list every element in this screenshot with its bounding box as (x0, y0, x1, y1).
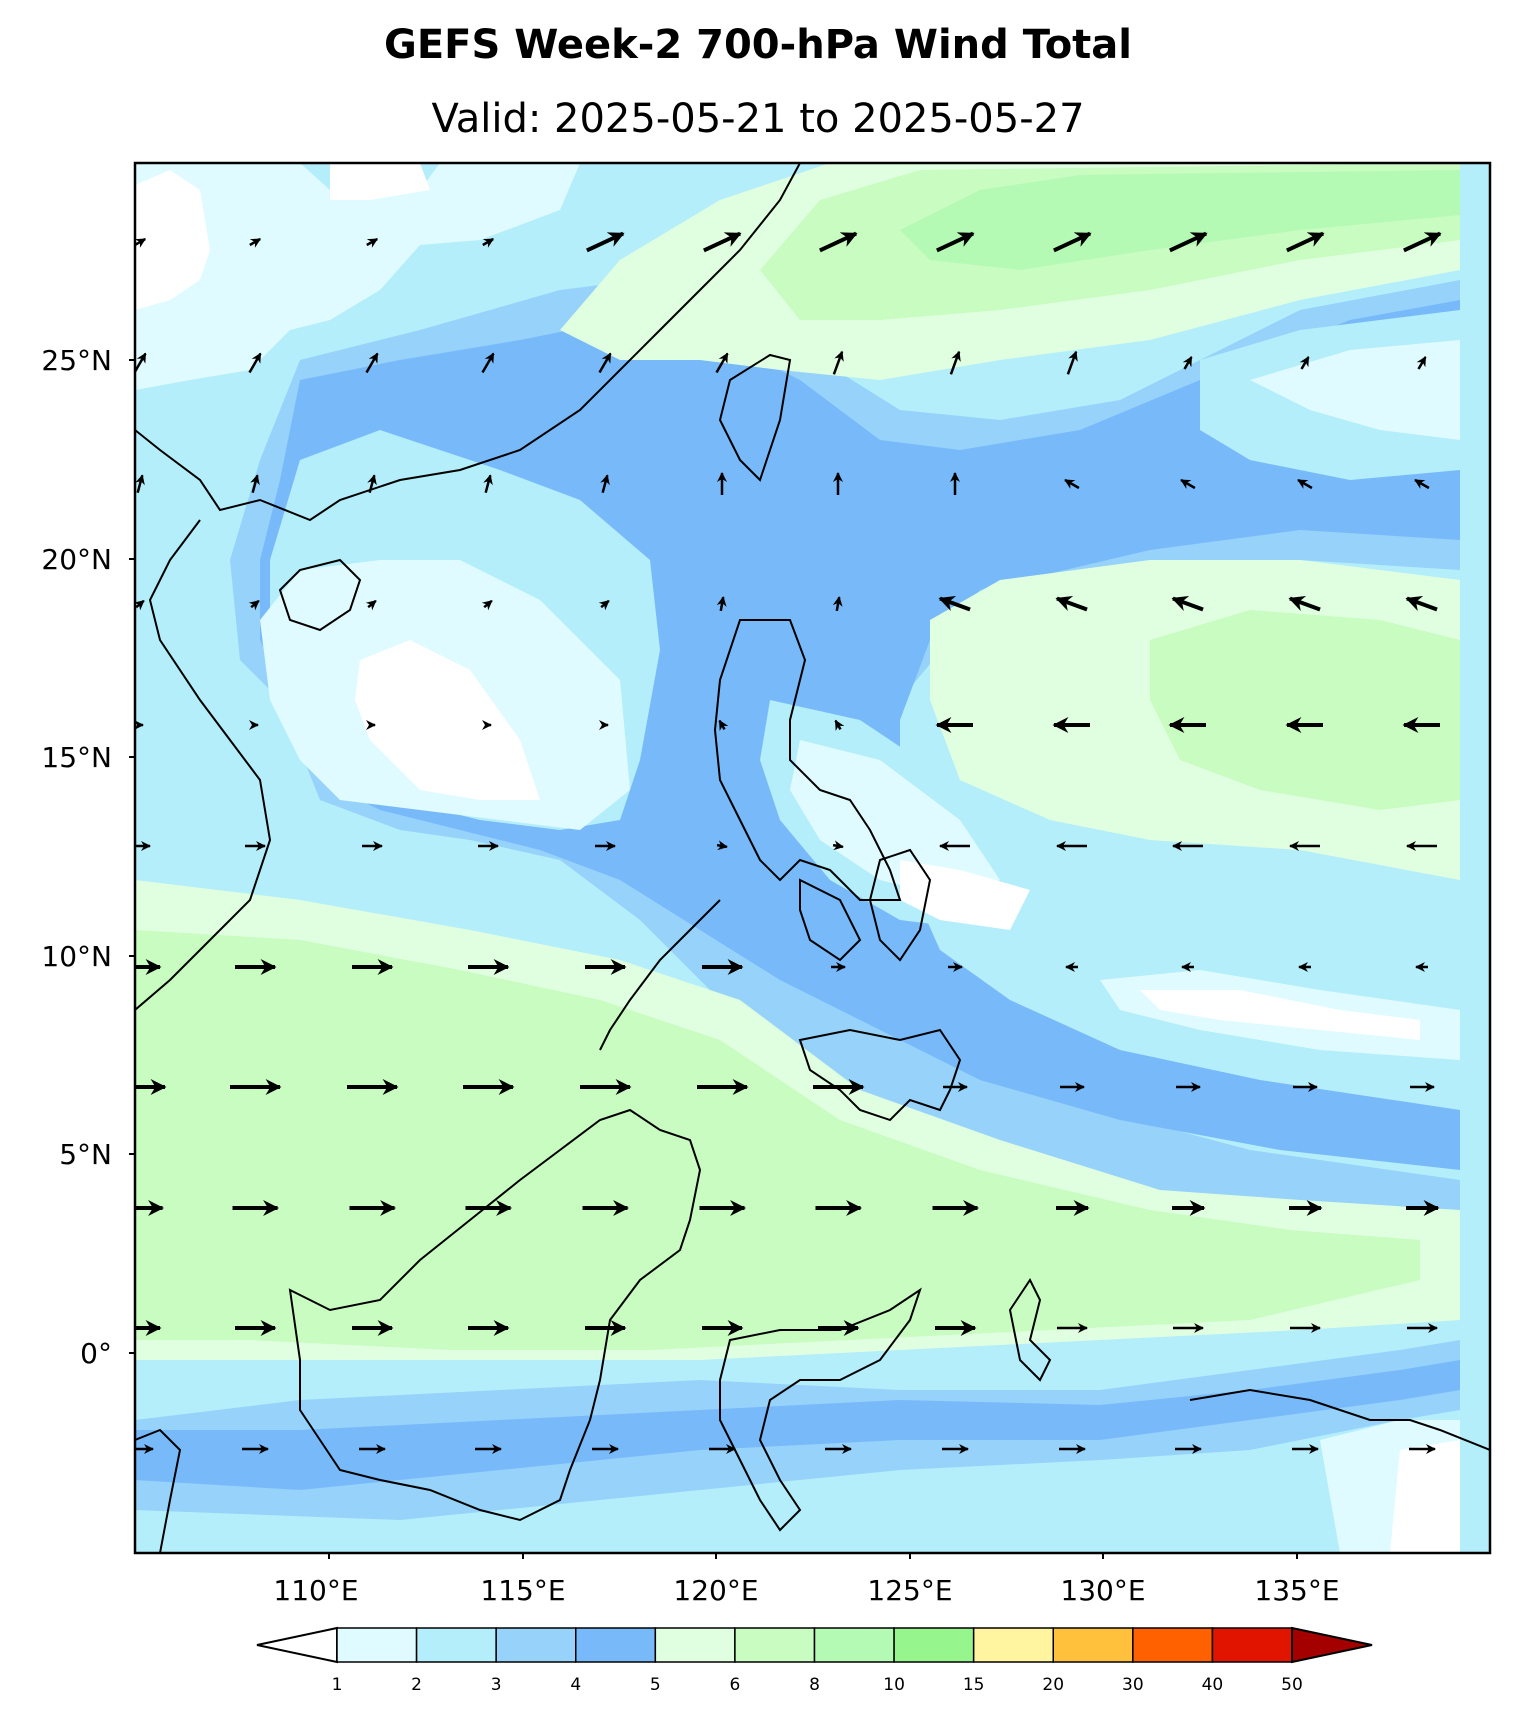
lon-label: 110°E (273, 1574, 358, 1607)
wind-vector-arrow (481, 352, 495, 374)
wind-vector-arrow (832, 840, 844, 851)
wind-vector-arrow (1180, 478, 1196, 490)
wind-vector-arrow (1416, 356, 1427, 370)
wind-vector-arrow (365, 599, 377, 611)
colorbar-level-label: 8 (809, 1675, 820, 1695)
wind-vector-arrow (483, 474, 493, 494)
wind-vector-arrow (598, 352, 612, 374)
wind-vector-arrow (703, 231, 742, 253)
lat-label: 5°N (59, 1138, 112, 1171)
wind-vector-arrow (1414, 478, 1430, 490)
colorbar: 1 2 3 4 5 6 8 10 15 20 30 40 50 (256, 1626, 1373, 1695)
wind-vector-arrow (936, 231, 975, 253)
map-frame (133, 161, 1492, 1555)
lat-label: 10°N (41, 940, 112, 973)
wind-vector-arrow (1053, 231, 1092, 253)
colorbar-level-label: 15 (963, 1675, 985, 1695)
colorbar-segment (813, 1627, 895, 1663)
lon-label: 120°E (673, 1574, 758, 1607)
wind-vector-arrow (949, 350, 961, 375)
colorbar-segment (1132, 1627, 1214, 1663)
wind-vector-arrow (1299, 356, 1310, 370)
wind-vector-arrow (481, 599, 493, 611)
lon-label: 115°E (480, 1574, 565, 1607)
wind-vector-arrow (248, 599, 260, 611)
colorbar-over-arrow (1291, 1626, 1373, 1664)
wind-vector-arrow (367, 474, 377, 494)
colorbar-level-label: 50 (1281, 1675, 1303, 1695)
lat-axis: 25°N 20°N 15°N 10°N 5°N 0° (41, 344, 135, 1370)
colorbar-under-arrow (256, 1626, 338, 1664)
page-title: GEFS Week-2 700-hPa Wind Total (383, 22, 1132, 68)
lon-label: 135°E (1254, 1574, 1339, 1607)
colorbar-segment (972, 1627, 1055, 1663)
page-subtitle: Valid: 2025-05-21 to 2025-05-27 (431, 96, 1085, 142)
lon-label: 130°E (1060, 1574, 1145, 1607)
colorbar-segment (575, 1627, 657, 1663)
wind-vector-arrow (1286, 231, 1325, 253)
wind-vector-arrow (135, 599, 145, 611)
wind-vector-arrow (600, 474, 610, 494)
wind-vector-arrow (716, 596, 727, 612)
lat-label: 20°N (41, 543, 112, 576)
colorbar-level-label: 10 (883, 1675, 905, 1695)
wind-vector-arrow (1182, 356, 1193, 370)
lat-label: 0° (80, 1337, 112, 1370)
colorbar-segment (893, 1627, 975, 1663)
colorbar-level-label: 6 (730, 1675, 741, 1695)
wind-vector-arrow (1169, 231, 1208, 253)
wind-vector-arrow (1171, 595, 1204, 612)
wind-vector-arrow (249, 237, 262, 248)
wind-vector-arrow (832, 350, 844, 375)
colorbar-level-label: 20 (1042, 1675, 1064, 1695)
wind-vector-arrow (250, 474, 260, 494)
colorbar-level-label: 5 (650, 1675, 661, 1695)
wind-vector-arrow (715, 352, 729, 374)
colorbar-level-label: 30 (1122, 1675, 1144, 1695)
wind-vector-arrow (1297, 478, 1313, 490)
colorbar-level-label: 1 (332, 1675, 343, 1695)
colorbar-level-label: 2 (411, 1675, 422, 1695)
wind-vector-arrow (716, 840, 728, 851)
wind-vector-arrow (1066, 350, 1078, 375)
wind-vector-arrow (938, 595, 971, 612)
wind-vector-arrow (365, 352, 379, 374)
wind-vector-arrow (586, 231, 625, 253)
colorbar-level-label: 40 (1202, 1675, 1224, 1695)
wind-vector-arrow (1055, 595, 1088, 612)
colorbar-segment (734, 1627, 816, 1663)
colorbar-segment (1211, 1627, 1293, 1663)
coastlines (135, 163, 1490, 1553)
wind-vector-arrow (834, 719, 845, 731)
wind-vector-arrow (718, 719, 729, 731)
colorbar-level-label: 4 (570, 1675, 581, 1695)
wind-vector-arrow (135, 352, 147, 374)
wind-vector-arrow (819, 231, 858, 253)
wind-vector-arrow (1405, 595, 1438, 612)
wind-vector-arrow (832, 596, 843, 612)
colorbar-segment (415, 1627, 497, 1663)
wind-vector-arrow (135, 237, 147, 248)
wind-vector-arrow (482, 237, 495, 248)
wind-vector-arrow (598, 599, 610, 611)
lat-label: 15°N (41, 741, 112, 774)
lat-label: 25°N (41, 344, 112, 377)
colorbar-level-label: 3 (491, 1675, 502, 1695)
lon-label: 125°E (867, 1574, 952, 1607)
wind-vector-arrow (366, 237, 379, 248)
wind-vector-arrow (1064, 478, 1080, 490)
wind-speed-field (135, 163, 1490, 1553)
wind-vector-arrow (1288, 595, 1321, 612)
colorbar-segment (336, 1627, 418, 1663)
colorbar-segment (495, 1627, 577, 1663)
wind-vector-arrow (248, 352, 262, 374)
wind-vector-arrow (135, 474, 145, 494)
wind-vectors (135, 231, 1442, 1454)
colorbar-segment (654, 1627, 736, 1663)
colorbar-segment (1052, 1627, 1134, 1663)
wind-vector-arrow (1403, 231, 1442, 253)
lon-axis: 110°E 115°E 120°E 125°E 130°E 135°E (273, 1553, 1340, 1607)
